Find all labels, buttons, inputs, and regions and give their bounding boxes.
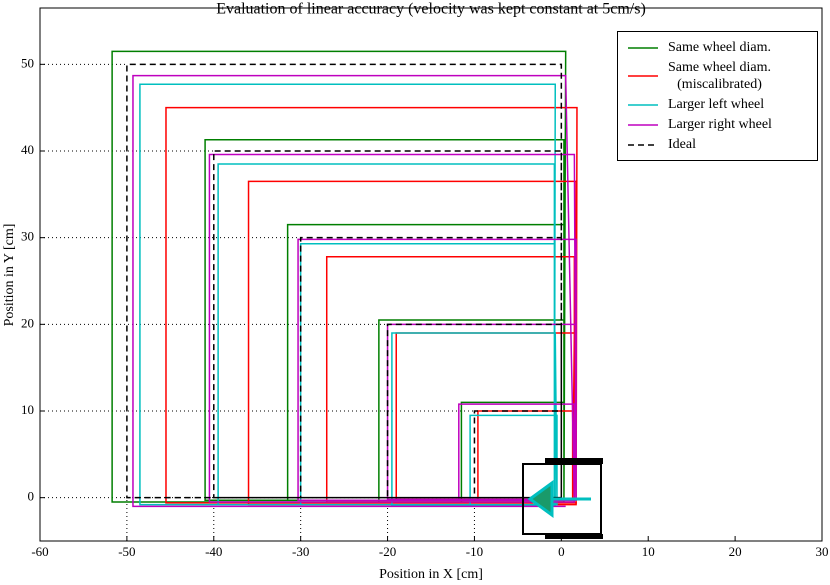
x-tick-label: -40: [205, 544, 222, 559]
robot: [522, 458, 603, 539]
series-line: [132, 74, 577, 508]
legend-entry: Larger left wheel: [618, 96, 817, 113]
legend-label: Same wheel diam.: [668, 40, 772, 55]
legend-entry: Same wheel diam.: [618, 39, 817, 56]
legend-swatch: [628, 143, 658, 146]
x-axis-label: Position in X [cm]: [379, 567, 483, 582]
series-line: [165, 106, 578, 506]
legend: Same wheel diam. Same wheel diam. (miscal…: [617, 31, 818, 161]
legend-entry: Same wheel diam. (miscalibrated): [618, 59, 817, 93]
x-tick-label: -50: [118, 544, 135, 559]
series-line: [126, 63, 563, 499]
x-tick-label: 30: [816, 544, 829, 559]
y-tick-label: 40: [21, 142, 34, 157]
legend-label: Ideal: [668, 137, 696, 152]
y-tick-label: 0: [28, 489, 35, 504]
x-tick-label: 10: [642, 544, 655, 559]
legend-label: Larger left wheel: [668, 97, 765, 112]
x-tick-label: -10: [466, 544, 483, 559]
x-tick-label: -30: [292, 544, 309, 559]
x-tick-label: -20: [379, 544, 396, 559]
series-line: [111, 50, 567, 503]
legend-swatch: [628, 75, 658, 77]
x-tick-label: 0: [558, 544, 565, 559]
plot-frame: [39, 7, 823, 542]
series-line: [139, 83, 558, 507]
legend-swatch: [628, 46, 658, 49]
legend-swatch: [628, 123, 658, 126]
legend-label: Larger right wheel: [668, 117, 772, 132]
legend-label: Same wheel diam. (miscalibrated): [668, 60, 772, 92]
y-axis-label: Position in Y [cm]: [2, 224, 17, 327]
y-tick-label: 10: [21, 402, 34, 417]
legend-swatch: [628, 103, 658, 106]
y-tick-label: 20: [21, 315, 34, 330]
legend-entry: Ideal: [618, 136, 817, 153]
x-tick-label: -60: [31, 544, 48, 559]
x-tick-label: 20: [729, 544, 742, 559]
y-tick-label: 50: [21, 55, 34, 70]
legend-entry: Larger right wheel: [618, 116, 817, 133]
chart-title: Evaluation of linear accuracy (velocity …: [216, 1, 646, 18]
y-tick-label: 30: [21, 229, 34, 244]
